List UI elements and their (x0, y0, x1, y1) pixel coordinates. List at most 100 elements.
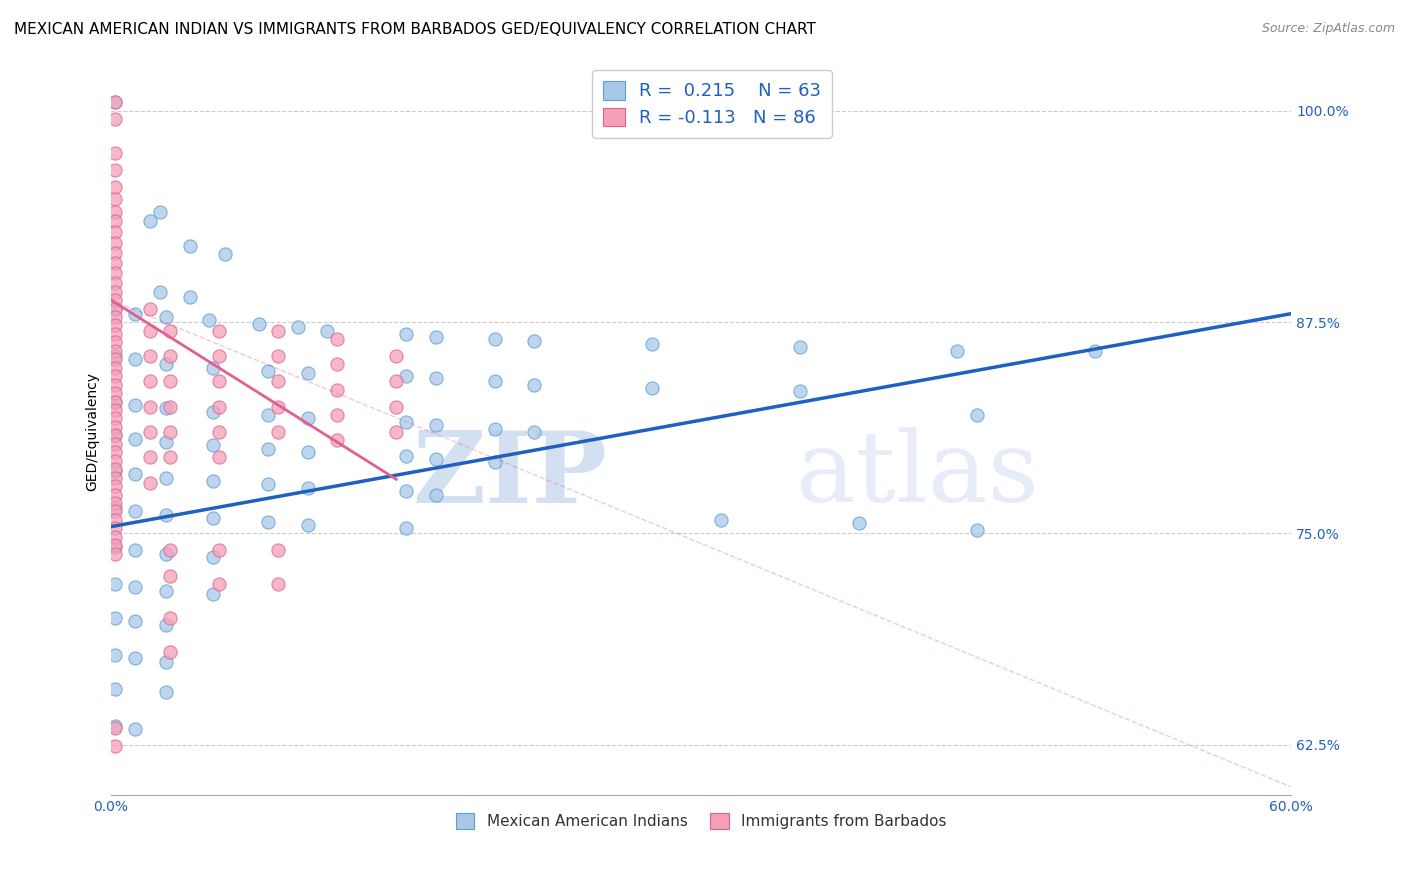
Point (202, 587, 225, 601)
Point (124, 432, 146, 446)
Point (139, 450, 162, 465)
Y-axis label: GED/Equivalency: GED/Equivalency (86, 373, 100, 491)
Point (484, 374, 506, 388)
Point (202, 360, 225, 375)
Point (104, 192, 127, 206)
Point (267, 425, 290, 439)
Point (395, 415, 418, 429)
Point (159, 324, 181, 338)
Point (297, 445, 319, 459)
Point (104, 285, 127, 299)
Legend: Mexican American Indians, Immigrants from Barbados: Mexican American Indians, Immigrants fro… (450, 806, 952, 835)
Point (159, 543, 181, 558)
Point (208, 543, 231, 558)
Point (208, 400, 231, 414)
Point (104, 428, 127, 442)
Point (257, 364, 280, 378)
Point (104, 487, 127, 501)
Point (104, 394, 127, 409)
Point (104, 293, 127, 307)
Point (710, 802, 733, 816)
Point (179, 239, 201, 253)
Point (104, 453, 127, 467)
Point (257, 442, 280, 456)
Point (356, 810, 378, 824)
Point (104, 213, 127, 227)
Point (104, 235, 127, 250)
Point (208, 374, 231, 388)
Point (104, 112, 127, 127)
Point (104, 547, 127, 561)
Point (385, 349, 408, 363)
Point (104, 301, 127, 316)
Point (316, 324, 339, 338)
Point (789, 384, 811, 399)
Point (139, 374, 162, 388)
Point (104, 266, 127, 280)
Point (124, 615, 146, 629)
Point (523, 334, 546, 348)
Point (198, 313, 221, 327)
Point (104, 428, 127, 442)
Point (104, 349, 127, 363)
Point (257, 408, 280, 422)
Point (208, 577, 231, 591)
Point (104, 530, 127, 544)
Point (257, 515, 280, 529)
Point (104, 513, 127, 527)
Point (104, 462, 127, 476)
Point (104, 420, 127, 434)
Point (104, 445, 127, 459)
Point (104, 721, 127, 735)
Point (104, 386, 127, 401)
Point (484, 421, 506, 435)
Point (104, 411, 127, 425)
Point (710, 513, 733, 527)
Point (104, 377, 127, 392)
Point (208, 450, 231, 465)
Point (104, 163, 127, 178)
Point (789, 341, 811, 355)
Point (104, 352, 127, 367)
Point (297, 411, 319, 425)
Point (326, 408, 349, 422)
Point (104, 226, 127, 240)
Point (395, 484, 418, 499)
Point (104, 326, 127, 341)
Point (287, 320, 309, 334)
Point (104, 504, 127, 518)
Point (155, 617, 177, 632)
Point (104, 403, 127, 417)
Point (188, 797, 211, 811)
Point (155, 547, 177, 561)
Point (124, 651, 146, 665)
Point (966, 523, 988, 537)
Point (1084, 343, 1107, 358)
Point (202, 511, 225, 525)
Point (159, 374, 181, 388)
Point (104, 95, 127, 110)
Point (104, 648, 127, 662)
Point (124, 504, 146, 518)
Point (139, 324, 162, 338)
Point (208, 324, 231, 338)
Point (104, 464, 127, 478)
Point (208, 425, 231, 439)
Point (214, 247, 236, 261)
Point (247, 317, 270, 331)
Point (202, 474, 225, 488)
Point (124, 543, 146, 558)
Point (484, 455, 506, 469)
Point (159, 568, 181, 582)
Point (484, 332, 506, 346)
Point (104, 538, 127, 552)
Point (267, 400, 290, 414)
Point (202, 438, 225, 452)
Point (104, 470, 127, 484)
Point (326, 332, 349, 346)
Point (425, 330, 447, 344)
Point (104, 739, 127, 754)
Point (267, 577, 290, 591)
Point (267, 543, 290, 558)
Point (155, 470, 177, 484)
